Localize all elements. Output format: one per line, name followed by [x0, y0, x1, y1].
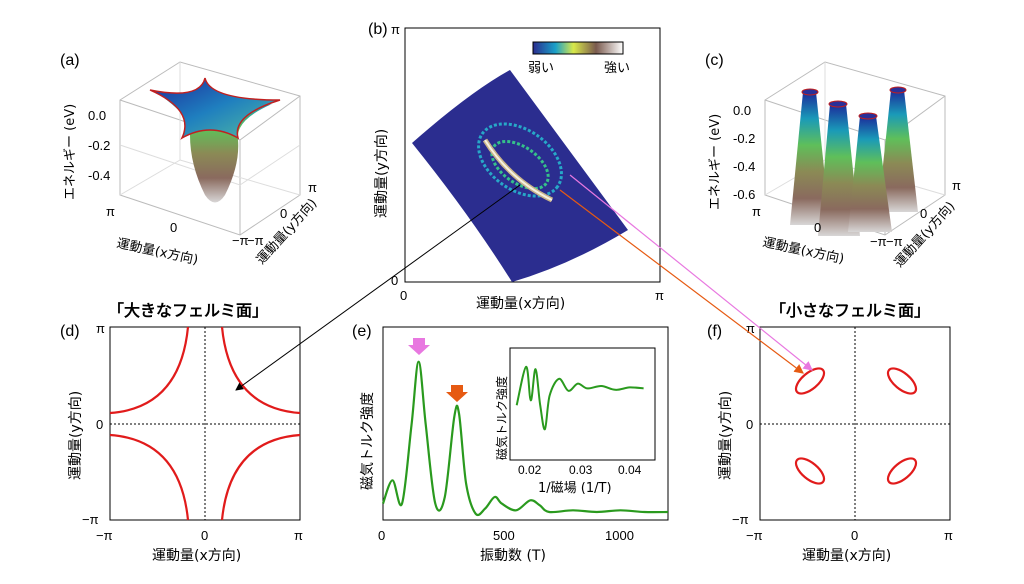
panel-e-xtick: 0 — [378, 528, 385, 543]
panel-d-caption: 「大きなフェルミ面」 — [108, 301, 268, 320]
panel-c-pillars — [790, 86, 918, 236]
panel-c-ztick: 0.0 — [733, 103, 751, 118]
panel-e-inset-xlabel: 1/磁場 (1/T) — [538, 481, 612, 496]
panel-e-ylabel: 磁気トルク強度 — [360, 392, 376, 490]
panel-f-fermi-pockets — [794, 367, 918, 485]
panel-f-xlabel: 運動量(x方向) — [802, 548, 891, 564]
panel-b-frame — [404, 27, 661, 283]
panel-a-xtick: −π — [232, 233, 249, 248]
panel-a-ytick: π — [308, 180, 317, 195]
panel-a-ztick: -0.4 — [88, 168, 110, 183]
panel-e-peak2-arrow-icon — [446, 385, 468, 402]
panel-a-xlabel: 運動量(x方向) — [115, 235, 199, 268]
panel-a-xtick: 0 — [170, 220, 177, 235]
panel-e: (e) 0 500 1000 振動数 (T) 磁気トルク強度 0.02 0.03… — [352, 323, 669, 564]
panel-e-inset-xticks: 0.02 0.03 0.04 — [518, 463, 642, 477]
connector-arrow-orange — [559, 189, 804, 374]
panel-c-label: (c) — [705, 52, 724, 69]
panel-c-ztick: -0.6 — [733, 187, 755, 202]
panel-b-ytick: 0 — [391, 273, 398, 288]
panel-c-ytick: 0 — [920, 206, 927, 221]
panel-b-intensity-map — [412, 70, 628, 282]
panel-e-xlabel: 振動数 (T) — [480, 548, 546, 564]
panel-c-ytick: π — [952, 178, 961, 193]
panel-e-xtick: 500 — [493, 528, 515, 543]
panel-c: (c) 0.0 -0.2 -0.4 -0.6 エネルギー (eV) π — [705, 52, 961, 271]
panel-b-colorbar — [532, 41, 624, 55]
panel-a-zlabel: エネルギー (eV) — [63, 104, 78, 200]
panel-b-colorbar-high: 強い — [604, 61, 630, 76]
panel-d-ytick: π — [96, 321, 105, 336]
panel-a-zticks: 0.0 -0.2 -0.4 — [88, 108, 110, 183]
panel-f-xtick: −π — [746, 528, 763, 543]
panel-e-peak1-arrow-icon — [408, 338, 430, 355]
panel-e-inset-xtick: 0.03 — [569, 463, 593, 477]
panel-f-ytick: π — [746, 321, 755, 336]
panel-f-caption: 「小さなフェルミ面」 — [770, 301, 930, 320]
panel-d-ytick: −π — [82, 512, 99, 527]
panel-b-ticks: 0 π 0 π — [391, 22, 664, 303]
connector-arrow-b-to-d — [235, 184, 521, 391]
panel-e-frame — [382, 326, 669, 521]
panel-c-ztick: -0.2 — [733, 131, 755, 146]
panel-f-ytick: −π — [732, 512, 749, 527]
panel-a-ytick: −π — [247, 233, 264, 248]
panel-e-inset-xtick: 0.04 — [618, 463, 642, 477]
panel-b-xtick: 0 — [400, 288, 407, 303]
panel-c-xtick: 0 — [814, 220, 821, 235]
panel-a-top-surface — [149, 77, 281, 140]
panel-d-ytick: 0 — [96, 417, 103, 432]
panel-c-ytick: −π — [886, 234, 903, 249]
panel-b-xlabel: 運動量(x方向) — [476, 296, 565, 312]
panel-f-xtick: π — [944, 528, 953, 543]
panel-c-zticks: 0.0 -0.2 -0.4 -0.6 — [733, 103, 755, 202]
panel-b-ytick: π — [391, 22, 400, 37]
panel-a-xticks: π 0 −π — [106, 204, 249, 248]
panel-a-label: (a) — [60, 52, 80, 69]
panel-d: 「大きなフェルミ面」 (d) −π 0 π −π 0 π 運動量(x方向) 運動… — [60, 301, 303, 564]
panel-a-ytick: 0 — [280, 206, 287, 221]
panel-b-xtick: π — [655, 288, 664, 303]
panel-c-zlabel: エネルギー (eV) — [708, 114, 723, 210]
panel-c-yticks: −π 0 π — [886, 178, 961, 249]
panel-d-xtick: −π — [96, 528, 113, 543]
panel-c-xtick: π — [752, 204, 761, 219]
panel-e-inset-frame — [509, 347, 656, 461]
panel-e-inset-series-line — [515, 365, 644, 431]
panel-e-series-line — [381, 360, 669, 517]
panel-a: (a) 0.0 -0.2 -0.4 エネルギー (eV) π 0 −π −π 0… — [60, 52, 320, 268]
panel-f-label: (f) — [707, 323, 722, 340]
panel-c-xtick: −π — [870, 234, 887, 249]
panel-b-ylabel: 運動量(y方向) — [374, 129, 390, 218]
panel-b-colorbar-low: 弱い — [528, 61, 554, 76]
panel-e-xticks: 0 500 1000 — [378, 528, 634, 543]
panel-d-xtick: π — [294, 528, 303, 543]
panel-f: 「小さなフェルミ面」 (f) −π 0 π −π 0 π 運動量(x方向) 運動… — [707, 301, 953, 564]
panel-d-ylabel: 運動量(y方向) — [68, 391, 84, 480]
connector-arrow-pink — [569, 174, 813, 371]
panel-d-label: (d) — [60, 323, 80, 340]
panel-d-ticks: −π 0 π −π 0 π — [82, 321, 303, 543]
panel-f-xtick: 0 — [851, 528, 858, 543]
panel-e-label: (e) — [352, 323, 372, 340]
panel-f-ticks: −π 0 π −π 0 π — [732, 321, 953, 543]
panel-e-inset-xtick: 0.02 — [518, 463, 542, 477]
panel-c-xlabel: 運動量(x方向) — [761, 234, 845, 267]
panel-e-inset-ylabel: 磁気トルク強度 — [494, 376, 509, 460]
panel-e-xtick: 1000 — [605, 528, 634, 543]
panel-d-fermi-surface — [109, 326, 301, 521]
panel-b-label: (b) — [368, 21, 388, 38]
panel-c-xticks: π 0 −π — [752, 204, 887, 249]
panel-c-ztick: -0.4 — [733, 159, 755, 174]
panel-b: (b) 弱い 強い 0 π 0 π 運動量(x方向) 運動量(y方向) — [368, 21, 664, 312]
panel-a-ztick: 0.0 — [88, 108, 106, 123]
panel-a-ztick: -0.2 — [88, 138, 110, 153]
panel-a-xtick: π — [106, 204, 115, 219]
panel-a-yticks: −π 0 π — [247, 180, 317, 248]
panel-f-ytick: 0 — [746, 417, 753, 432]
panel-d-xtick: 0 — [201, 528, 208, 543]
panel-f-ylabel: 運動量(y方向) — [718, 391, 734, 480]
panel-d-xlabel: 運動量(x方向) — [152, 548, 241, 564]
